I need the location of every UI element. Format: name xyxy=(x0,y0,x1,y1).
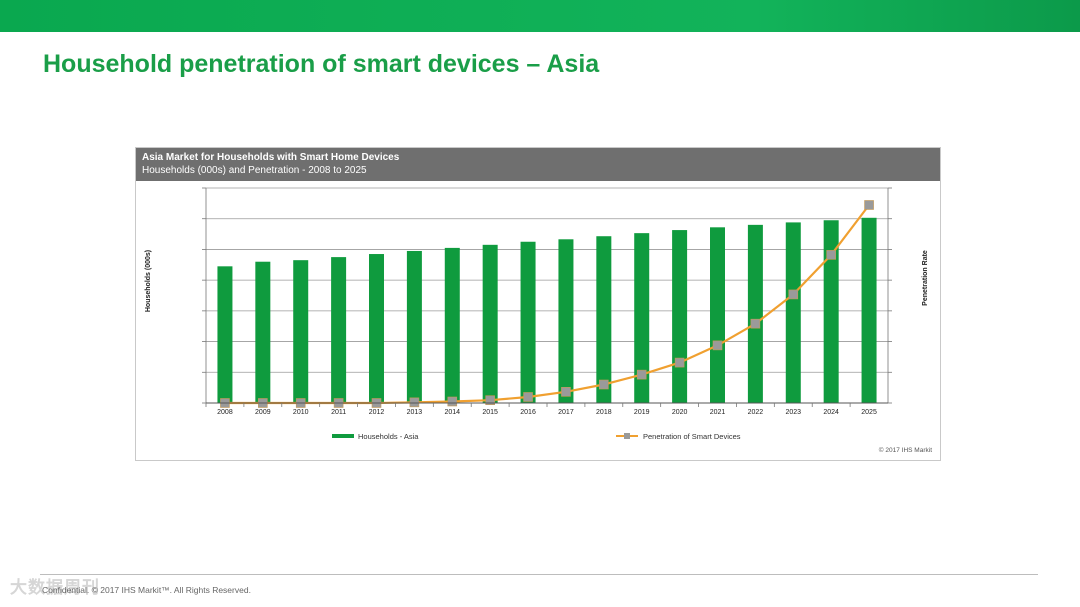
chart-panel: Asia Market for Households with Smart Ho… xyxy=(135,147,941,461)
bar-households xyxy=(634,233,650,403)
bar-households xyxy=(785,222,801,403)
legend-bar-swatch xyxy=(332,434,354,438)
x-tick-label: 2017 xyxy=(558,409,574,416)
x-tick-label: 2020 xyxy=(672,409,688,416)
penetration-marker xyxy=(864,200,874,210)
penetration-marker xyxy=(409,397,420,408)
x-tick-label: 2022 xyxy=(748,409,764,416)
footer-rule xyxy=(40,574,1038,575)
bar-households xyxy=(823,220,839,403)
x-tick-label: 2013 xyxy=(407,409,423,416)
bar-households xyxy=(482,244,498,403)
x-tick-label: 2009 xyxy=(255,409,271,416)
penetration-marker xyxy=(561,387,571,397)
bar-households xyxy=(861,217,877,403)
slide-title: Household penetration of smart devices –… xyxy=(43,50,600,78)
bar-households xyxy=(406,250,422,403)
penetration-marker xyxy=(788,289,799,300)
bar-households xyxy=(444,247,460,403)
watermark: 大数据周刊 xyxy=(10,578,100,597)
legend-line-marker xyxy=(624,433,630,439)
legend-line-label: Penetration of Smart Devices xyxy=(643,432,741,441)
x-tick-label: 2010 xyxy=(293,409,309,416)
penetration-marker xyxy=(636,369,647,380)
x-tick-label: 2016 xyxy=(520,409,536,416)
y-axis-label: Households (000s) xyxy=(145,250,152,312)
x-tick-label: 2011 xyxy=(331,409,346,416)
bar-households xyxy=(369,254,384,403)
penetration-marker xyxy=(674,357,685,368)
x-tick-label: 2023 xyxy=(785,409,801,416)
bar-households xyxy=(672,230,688,403)
x-tick-label: 2025 xyxy=(861,409,877,416)
penetration-marker xyxy=(826,250,836,260)
top-banner xyxy=(0,0,1080,32)
chart-subtitle: Households (000s) and Penetration - 2008… xyxy=(142,165,367,176)
penetration-marker xyxy=(599,379,609,390)
chart-svg: 2008 2009 2010 2011 2012 2013 2014 2015 2016 2017… xyxy=(145,187,932,454)
x-tick-label: 2014 xyxy=(444,409,460,416)
chart-title: Asia Market for Households with Smart Ho… xyxy=(142,152,400,163)
bar-households xyxy=(293,260,309,403)
penetration-marker xyxy=(712,340,723,351)
x-tick-label: 2015 xyxy=(482,409,498,416)
footer-copyright: Confidential. © 2017 IHS Markit™. All Ri… xyxy=(42,585,251,595)
x-tick-label: 2012 xyxy=(369,409,385,416)
x-tick-label: 2018 xyxy=(596,409,612,416)
bar-households xyxy=(596,236,612,403)
penetration-line xyxy=(224,204,870,405)
bar-households xyxy=(217,266,233,403)
penetration-marker xyxy=(447,396,458,407)
bar-households xyxy=(710,227,725,403)
y2-axis-label: Penetration Rate xyxy=(922,250,929,306)
bar-households xyxy=(520,241,536,403)
x-tick-label: 2019 xyxy=(634,409,650,416)
legend: Households - Asia Penetration of Smart D… xyxy=(332,432,741,441)
chart-header: Asia Market for Households with Smart Ho… xyxy=(136,148,940,181)
x-tick-label: 2021 xyxy=(710,409,726,416)
penetration-marker xyxy=(523,392,533,402)
bar-households xyxy=(255,261,271,403)
bar-households xyxy=(558,239,574,403)
x-tick-label: 2008 xyxy=(217,409,233,416)
source-label: © 2017 IHS Markit xyxy=(879,446,932,454)
penetration-marker xyxy=(750,318,761,329)
bar-households xyxy=(331,257,347,403)
legend-bar-label: Households - Asia xyxy=(358,432,419,441)
x-tick-label: 2024 xyxy=(823,409,839,416)
bar-households xyxy=(747,224,763,403)
penetration-marker xyxy=(485,395,495,406)
